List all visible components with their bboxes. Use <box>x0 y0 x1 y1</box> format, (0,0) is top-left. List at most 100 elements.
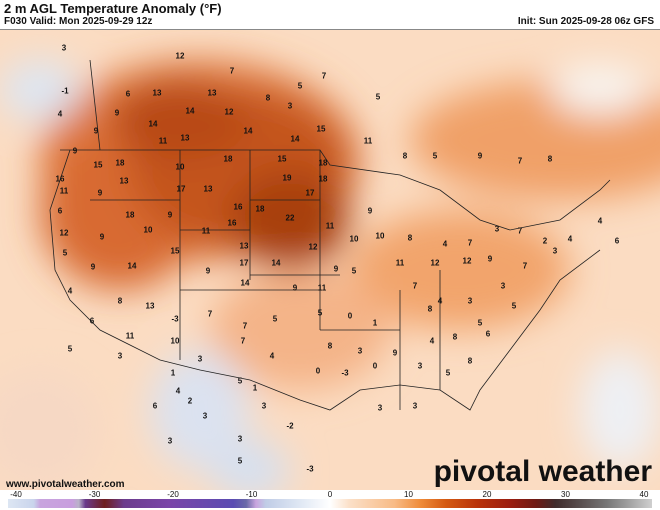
anomaly-value: 2 <box>187 396 193 406</box>
anomaly-value: 6 <box>152 401 158 411</box>
anomaly-value: 9 <box>93 126 99 136</box>
anomaly-value: 4 <box>567 234 573 244</box>
anomaly-value: 5 <box>237 456 243 466</box>
anomaly-value: 17 <box>176 184 186 194</box>
anomaly-value: -1 <box>61 86 69 96</box>
anomaly-value: 0 <box>372 361 378 371</box>
anomaly-value: 8 <box>327 341 333 351</box>
anomaly-value: 3 <box>261 401 267 411</box>
colorbar-tick: -20 <box>167 490 179 499</box>
anomaly-value: 14 <box>240 278 250 288</box>
anomaly-map[interactable]: 3 12 7 -1 6 13 13 8 5 7 5 4 9 14 14 12 3 15 14 14 13 11 9 9 15 18… <box>0 29 660 491</box>
header: 2 m AGL Temperature Anomaly (°F) F030 Va… <box>0 0 660 29</box>
anomaly-value: 14 <box>271 258 281 268</box>
anomaly-value: 11 <box>158 136 168 146</box>
colorbar-tick: -30 <box>88 490 101 499</box>
anomaly-value: 16 <box>55 174 65 184</box>
anomaly-value: -3 <box>341 368 349 378</box>
anomaly-value: 4 <box>442 239 448 249</box>
anomaly-value: 6 <box>125 89 131 99</box>
anomaly-value: 9 <box>72 146 78 156</box>
anomaly-value: 9 <box>205 266 211 276</box>
anomaly-value: 14 <box>127 261 137 271</box>
anomaly-value: 3 <box>61 43 67 53</box>
anomaly-value: 3 <box>467 296 473 306</box>
anomaly-value: 13 <box>180 133 190 143</box>
anomaly-value: -2 <box>286 421 294 431</box>
borders <box>49 59 611 411</box>
anomaly-value: 10 <box>175 162 185 172</box>
anomaly-value: 1 <box>170 368 176 378</box>
anomaly-value: 12 <box>175 51 185 61</box>
anomaly-value: 3 <box>494 224 500 234</box>
anomaly-value: 3 <box>412 401 418 411</box>
anomaly-value: 5 <box>317 308 323 318</box>
colorbar-tick: -40 <box>10 490 22 499</box>
anomaly-value: -3 <box>306 464 314 474</box>
anomaly-value: 7 <box>522 261 528 271</box>
anomaly-value: 1 <box>252 383 258 393</box>
anomaly-value: 9 <box>487 254 493 264</box>
anomaly-value: 9 <box>477 151 483 161</box>
anomaly-value: 10 <box>375 231 385 241</box>
colorbar-tick: 0 <box>327 490 333 499</box>
valid-time: F030 Valid: Mon 2025-09-29 12z <box>4 16 153 27</box>
anomaly-value: 8 <box>452 332 458 342</box>
anomaly-value: 10 <box>143 225 153 235</box>
anomaly-value: 17 <box>305 188 315 198</box>
anomaly-value: 3 <box>500 281 506 291</box>
anomaly-value: 5 <box>445 368 451 378</box>
anomaly-value: 9 <box>392 348 398 358</box>
colorbar-tick: 10 <box>404 490 413 499</box>
anomaly-value: 14 <box>185 106 195 116</box>
anomaly-value: 13 <box>207 88 217 98</box>
anomaly-value: 5 <box>432 151 438 161</box>
anomaly-value: 7 <box>240 336 246 346</box>
anomaly-value: 4 <box>67 286 73 296</box>
anomaly-value: 11 <box>395 258 405 268</box>
anomaly-value: 3 <box>552 246 558 256</box>
anomaly-value: 16 <box>233 202 243 212</box>
anomaly-value: 11 <box>325 221 335 231</box>
anomaly-value: 12 <box>308 242 318 252</box>
anomaly-field <box>0 59 660 491</box>
colorbar-scale <box>8 499 652 508</box>
anomaly-value: 13 <box>119 176 129 186</box>
anomaly-value: 18 <box>223 154 233 164</box>
anomaly-value: -3 <box>171 314 179 324</box>
anomaly-value: 12 <box>430 258 440 268</box>
anomaly-value: 7 <box>467 238 473 248</box>
anomaly-value: 11 <box>317 283 327 293</box>
anomaly-value: 7 <box>229 66 235 76</box>
anomaly-value: 6 <box>89 316 95 326</box>
pivotal-weather-logo: pivotal weather <box>433 455 652 488</box>
anomaly-value: 15 <box>93 160 103 170</box>
anomaly-value: 9 <box>167 210 173 220</box>
anomaly-value: 8 <box>265 93 271 103</box>
anomaly-value: 4 <box>437 296 443 306</box>
anomaly-value: 9 <box>114 108 120 118</box>
colorbar-tick: 30 <box>561 490 570 499</box>
anomaly-value: 6 <box>57 206 63 216</box>
anomaly-value: 4 <box>269 351 275 361</box>
anomaly-value: 11 <box>59 186 69 196</box>
anomaly-value: 0 <box>347 311 353 321</box>
anomaly-value: 15 <box>277 154 287 164</box>
anomaly-value: 18 <box>115 158 125 168</box>
anomaly-value: 8 <box>407 233 413 243</box>
anomaly-value: 13 <box>239 241 249 251</box>
anomaly-value: 7 <box>517 226 523 236</box>
anomaly-value: 3 <box>202 411 208 421</box>
anomaly-value: 3 <box>287 101 293 111</box>
anomaly-value: 4 <box>597 216 603 226</box>
colorbar: -40 -30 -20 -10 0 10 20 30 40 <box>0 490 660 510</box>
anomaly-value: 9 <box>292 283 298 293</box>
anomaly-value: 5 <box>272 314 278 324</box>
anomaly-value: 17 <box>239 258 249 268</box>
anomaly-value: 15 <box>316 124 326 134</box>
anomaly-value: 11 <box>363 136 373 146</box>
colorbar-tick: 20 <box>482 490 492 499</box>
anomaly-value: 4 <box>429 336 435 346</box>
anomaly-value: 11 <box>201 226 211 236</box>
anomaly-value: 12 <box>59 228 69 238</box>
